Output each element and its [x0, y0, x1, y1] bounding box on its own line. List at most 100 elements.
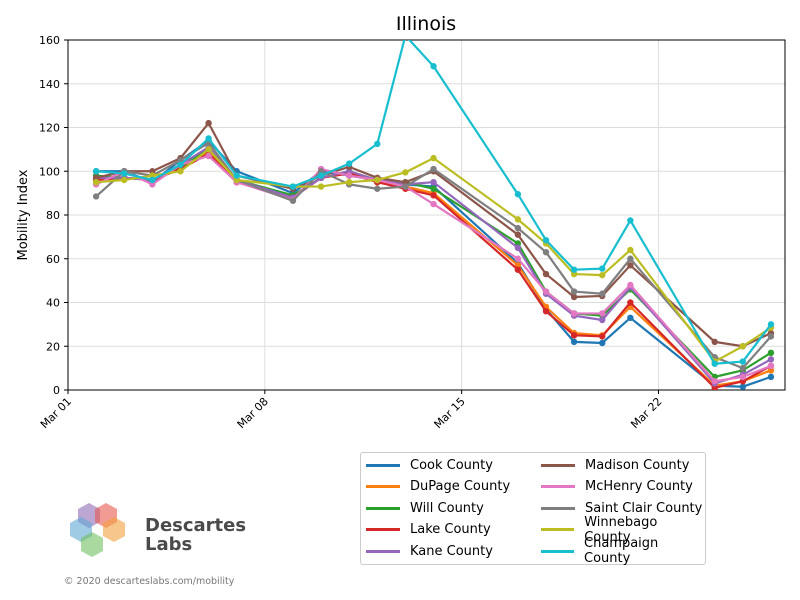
legend-swatch: [541, 506, 575, 510]
descartes-labs-logo-icon: [70, 503, 125, 557]
data-point: [317, 172, 325, 179]
legend-label: Lake County: [410, 522, 491, 538]
data-point: [317, 183, 325, 190]
data-point: [739, 378, 747, 385]
data-point: [542, 236, 550, 244]
y-tick-label: 120: [39, 122, 60, 135]
series-cook-county: [92, 137, 775, 390]
data-point: [149, 176, 156, 184]
data-point: [514, 255, 522, 262]
data-point: [542, 270, 550, 278]
data-point: [739, 358, 747, 365]
data-point: [542, 308, 550, 315]
legend-item: Cook County: [366, 455, 493, 475]
data-point: [345, 172, 353, 179]
data-point: [627, 262, 634, 269]
legend-swatch: [366, 485, 400, 489]
data-point: [627, 281, 634, 289]
data-point: [739, 364, 747, 372]
logo-hex-green: [81, 532, 103, 557]
data-point: [570, 288, 578, 295]
data-point: [430, 154, 437, 162]
legend-label: Will County: [410, 500, 484, 516]
x-tick-label: Mar 01: [38, 395, 74, 431]
data-point: [570, 266, 578, 273]
data-point: [121, 176, 128, 184]
legend-swatch: [366, 549, 400, 553]
data-point: [149, 168, 156, 175]
data-point: [627, 314, 634, 322]
data-point: [345, 168, 353, 175]
legend-item: Kane County: [366, 541, 493, 561]
axes: 0 20 40 60 80 100 120 140 160 Mar 01 Mar 08 Mar 15 M…: [38, 34, 786, 431]
series-line: [95, 154, 772, 383]
data-point: [233, 176, 240, 184]
data-point: [374, 176, 381, 184]
data-point: [542, 248, 550, 256]
series-line: [96, 139, 772, 388]
data-point: [627, 246, 634, 254]
logo-hex-orange: [103, 517, 125, 542]
data-point: [402, 169, 409, 176]
legend-item: DuPage County: [366, 477, 510, 497]
data-point: [374, 140, 381, 148]
brand-line-2: Labs: [145, 534, 193, 555]
data-point: [599, 310, 606, 317]
data-point: [514, 216, 522, 223]
y-tick-label: 100: [39, 165, 60, 178]
data-point: [599, 271, 606, 279]
data-point: [514, 266, 522, 273]
legend-item: Saint Clair County: [541, 498, 702, 518]
data-point: [711, 360, 718, 367]
data-point: [514, 240, 522, 247]
data-point: [205, 146, 212, 153]
data-point: [570, 293, 578, 301]
legend-item: Champaign County: [541, 536, 705, 566]
data-point: [570, 338, 578, 346]
legend-label: Cook County: [410, 457, 493, 473]
legend-label: Winnebago County: [584, 514, 658, 545]
y-tick-label: 40: [46, 297, 60, 310]
data-point: [599, 290, 606, 297]
data-point: [514, 244, 522, 252]
legend-swatch: [366, 506, 400, 510]
data-point: [430, 192, 437, 199]
x-tick-label: Mar 08: [235, 395, 271, 431]
data-point: [570, 332, 578, 339]
data-point: [205, 152, 212, 160]
x-tick-label: Mar 22: [628, 395, 664, 431]
series-line: [95, 122, 772, 348]
data-point: [767, 349, 775, 357]
y-tick-label: 60: [46, 253, 60, 266]
data-point: [92, 174, 100, 182]
brand-name: Descartes Labs: [145, 516, 246, 554]
data-point: [514, 231, 522, 238]
chart-title: Illinois: [396, 13, 456, 35]
data-point: [92, 178, 100, 186]
data-point: [345, 178, 353, 186]
legend-swatch: [541, 485, 575, 489]
legend-label: McHenry County: [585, 479, 693, 495]
data-point: [177, 161, 184, 168]
data-point: [177, 168, 184, 175]
data-point: [570, 310, 578, 317]
legend-item: Lake County: [366, 520, 491, 540]
data-point: [767, 333, 775, 340]
data-point: [149, 181, 156, 188]
y-tick-label: 160: [39, 34, 60, 47]
data-point: [599, 316, 606, 324]
legend-swatch: [541, 528, 575, 532]
legend-label: Madison County: [585, 457, 690, 473]
y-tick-label: 140: [39, 78, 60, 91]
series-line: [96, 148, 772, 363]
data-point: [402, 178, 409, 186]
data-point: [430, 165, 437, 173]
line-chart: Illinois Mobility Index 0 20 40 60 80 100 120 1…: [16, 13, 786, 431]
data-point: [767, 373, 775, 381]
legend-item: Will County: [366, 498, 484, 518]
data-point: [739, 383, 747, 390]
series-lines: [92, 40, 775, 390]
data-point: [739, 373, 747, 381]
legend-swatch: [366, 463, 400, 467]
x-tick-label: Mar 15: [432, 395, 468, 431]
